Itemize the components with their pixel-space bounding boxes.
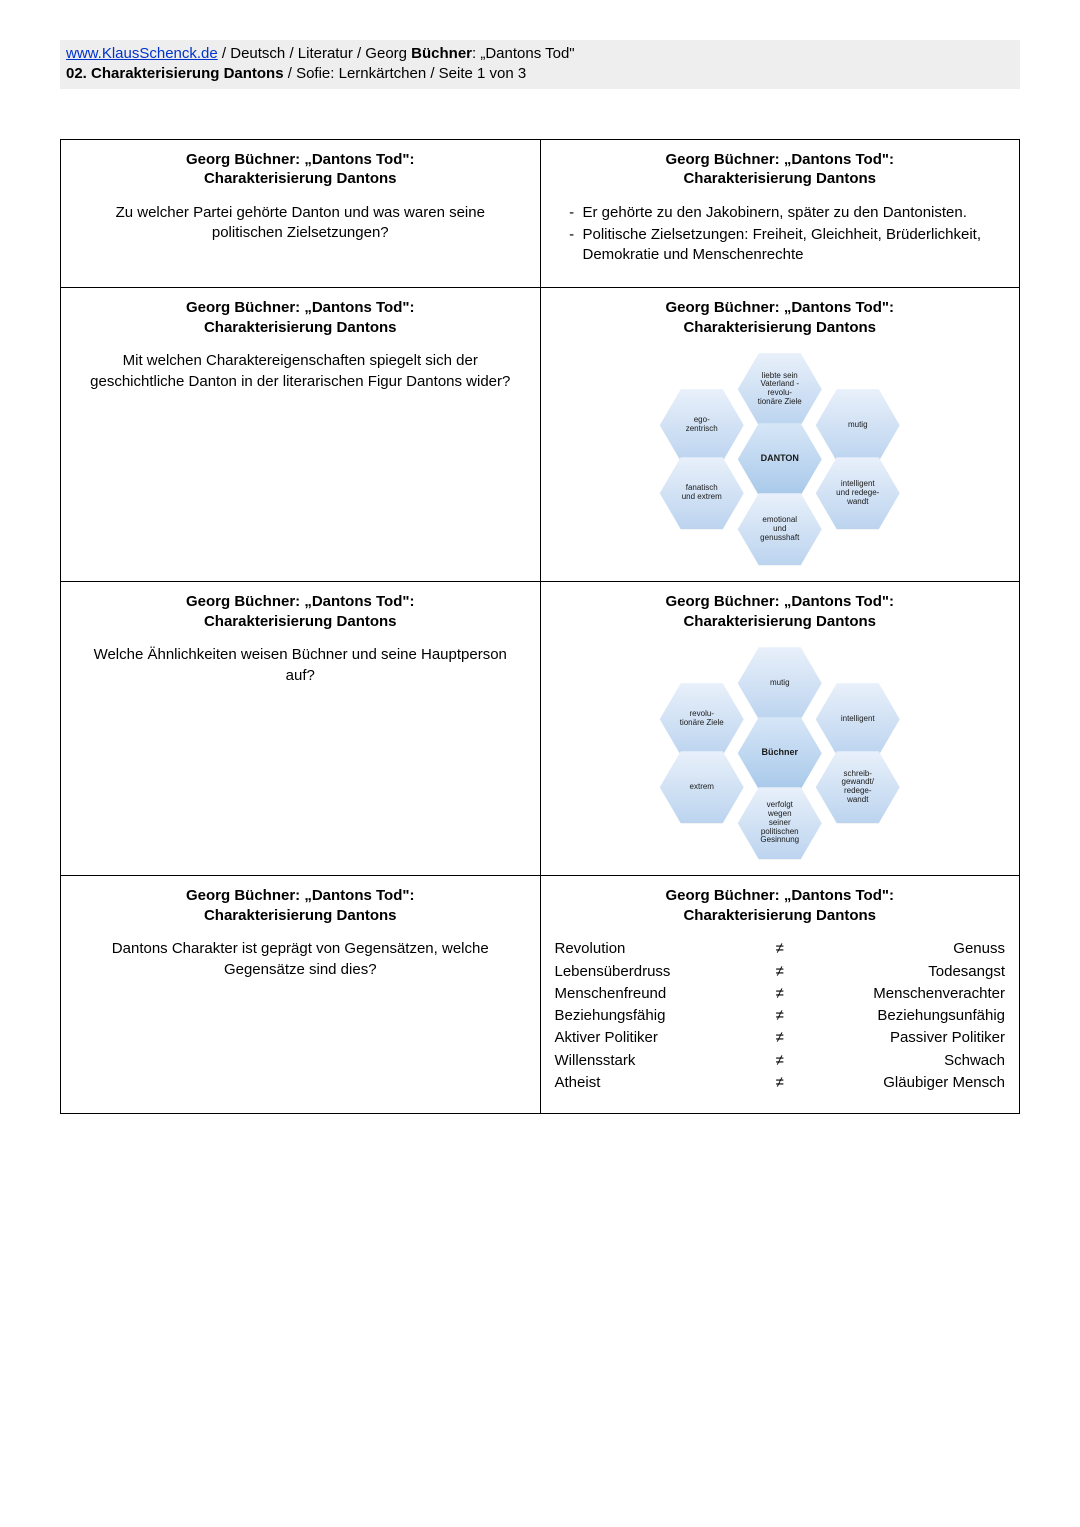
- header-bold-1: Büchner: [411, 45, 472, 62]
- hex-node-bottom: verfolgtwegenseinerpolitischenGesinnung: [738, 787, 822, 859]
- contrast-right: Passiver Politiker: [794, 1028, 1005, 1048]
- question-1: Zu welcher Partei gehörte Danton und was…: [75, 203, 526, 244]
- header-text-3: / Sofie: Lernkärtchen / Seite 1 von 3: [284, 65, 527, 82]
- hex-diagram-danton: liebte seinVaterland -revolu-tionäre Zie…: [630, 351, 930, 561]
- card-1-q: Georg Büchner: „Dantons Tod": Charakteri…: [61, 139, 541, 288]
- contrast-left: Willensstark: [555, 1051, 766, 1071]
- card-title-line1: Georg Büchner: „Dantons Tod":: [186, 887, 415, 904]
- card-title-line1: Georg Büchner: „Dantons Tod":: [666, 887, 895, 904]
- card-4-a: Georg Büchner: „Dantons Tod": Charakteri…: [540, 876, 1020, 1114]
- hex-node-tl: revolu-tionäre Ziele: [660, 683, 744, 755]
- header-link[interactable]: www.KlausSchenck.de: [66, 45, 218, 62]
- card-title-line2: Charakterisierung Dantons: [204, 170, 397, 187]
- card-title-line2: Charakterisierung Dantons: [204, 319, 397, 336]
- card-title-line2: Charakterisierung Dantons: [683, 170, 876, 187]
- card-title-line1: Georg Büchner: „Dantons Tod":: [186, 151, 415, 168]
- contrast-neq: ≠: [776, 1073, 784, 1093]
- hex-node-br: schreib-gewandt/redege-wandt: [816, 751, 900, 823]
- card-title-line2: Charakterisierung Dantons: [683, 613, 876, 630]
- card-4-q: Georg Büchner: „Dantons Tod": Charakteri…: [61, 876, 541, 1114]
- card-2-a: Georg Büchner: „Dantons Tod": Charakteri…: [540, 288, 1020, 582]
- hex-node-tl: ego-zentrisch: [660, 389, 744, 461]
- contrast-left: Revolution: [555, 939, 766, 959]
- hex-node-bl: fanatischund extrem: [660, 457, 744, 529]
- answer-1-item: Politische Zielsetzungen: Freiheit, Glei…: [583, 225, 1006, 266]
- answer-1-item: Er gehörte zu den Jakobinern, später zu …: [583, 203, 1006, 223]
- contrast-neq: ≠: [776, 1006, 784, 1026]
- header-bold-2: 02. Charakterisierung Dantons: [66, 65, 284, 82]
- hex-node-center: DANTON: [738, 423, 822, 495]
- card-title-line2: Charakterisierung Dantons: [683, 907, 876, 924]
- contrast-neq: ≠: [776, 984, 784, 1004]
- card-1-a: Georg Büchner: „Dantons Tod": Charakteri…: [540, 139, 1020, 288]
- hex-node-tr: mutig: [816, 389, 900, 461]
- hex-node-bl: extrem: [660, 751, 744, 823]
- card-title-line1: Georg Büchner: „Dantons Tod":: [186, 593, 415, 610]
- contrast-neq: ≠: [776, 962, 784, 982]
- contrast-right: Genuss: [794, 939, 1005, 959]
- card-title-line1: Georg Büchner: „Dantons Tod":: [666, 593, 895, 610]
- card-3-q: Georg Büchner: „Dantons Tod": Charakteri…: [61, 582, 541, 876]
- hex-node-tr: intelligent: [816, 683, 900, 755]
- card-title-line2: Charakterisierung Dantons: [204, 907, 397, 924]
- contrast-right: Menschenverachter: [794, 984, 1005, 1004]
- hex-node-center: Büchner: [738, 717, 822, 789]
- card-title-line1: Georg Büchner: „Dantons Tod":: [186, 299, 415, 316]
- contrast-right: Beziehungsunfähig: [794, 1006, 1005, 1026]
- hex-node-top: mutig: [738, 647, 822, 719]
- question-4: Dantons Charakter ist geprägt von Gegens…: [75, 939, 526, 980]
- contrast-neq: ≠: [776, 939, 784, 959]
- hex-diagram-buechner: mutigrevolu-tionäre Ziele intelligentBüch…: [630, 645, 930, 855]
- hex-node-br: intelligentund redege-wandt: [816, 457, 900, 529]
- header-text-1: / Deutsch / Literatur / Georg: [218, 45, 411, 62]
- contrast-right: Gläubiger Mensch: [794, 1073, 1005, 1093]
- contrast-left: Lebensüberdruss: [555, 962, 766, 982]
- contrast-left: Beziehungsfähig: [555, 1006, 766, 1026]
- contrast-neq: ≠: [776, 1028, 784, 1048]
- card-3-a: Georg Büchner: „Dantons Tod": Charakteri…: [540, 582, 1020, 876]
- contrast-left: Atheist: [555, 1073, 766, 1093]
- question-2: Mit welchen Charaktereigenschaften spieg…: [75, 351, 526, 392]
- contrast-right: Schwach: [794, 1051, 1005, 1071]
- answer-1-list: Er gehörte zu den Jakobinern, später zu …: [583, 203, 1006, 266]
- page-header: www.KlausSchenck.de / Deutsch / Literatu…: [60, 40, 1020, 89]
- contrast-neq: ≠: [776, 1051, 784, 1071]
- hex-node-bottom: emotionalundgenusshaft: [738, 493, 822, 565]
- contrast-left: Aktiver Politiker: [555, 1028, 766, 1048]
- contrast-grid: Revolution ≠ Genuss Lebensüberdruss ≠ Todesan…: [555, 939, 1006, 1093]
- card-title-line1: Georg Büchner: „Dantons Tod":: [666, 151, 895, 168]
- card-title-line1: Georg Büchner: „Dantons Tod":: [666, 299, 895, 316]
- flashcard-table: Georg Büchner: „Dantons Tod": Charakteri…: [60, 139, 1020, 1115]
- hex-node-top: liebte seinVaterland -revolu-tionäre Zie…: [738, 353, 822, 425]
- card-2-q: Georg Büchner: „Dantons Tod": Charakteri…: [61, 288, 541, 582]
- header-text-2: : „Dantons Tod": [472, 45, 575, 62]
- question-3: Welche Ähnlichkeiten weisen Büchner und …: [75, 645, 526, 686]
- contrast-right: Todesangst: [794, 962, 1005, 982]
- card-title-line2: Charakterisierung Dantons: [683, 319, 876, 336]
- contrast-left: Menschenfreund: [555, 984, 766, 1004]
- card-title-line2: Charakterisierung Dantons: [204, 613, 397, 630]
